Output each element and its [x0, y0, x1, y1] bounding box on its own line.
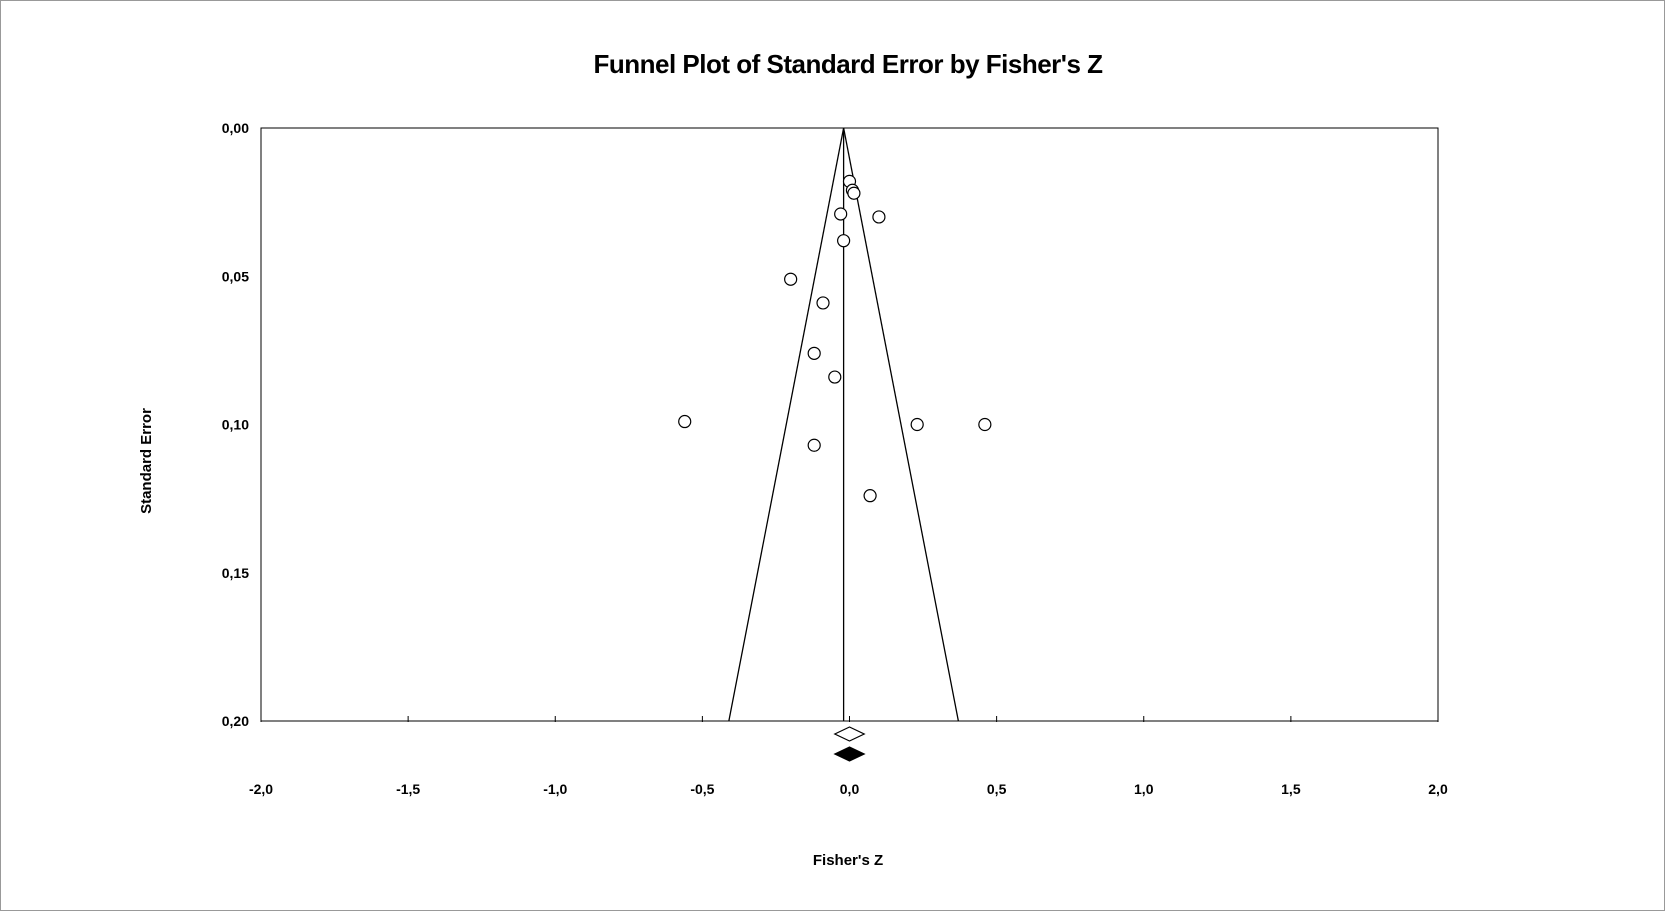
y-tick-label: 0,10	[222, 417, 249, 433]
chart-title: Funnel Plot of Standard Error by Fisher'…	[593, 49, 1103, 79]
summary-diamond-open	[833, 726, 866, 742]
x-axis-label: Fisher's Z	[813, 852, 883, 869]
data-point	[863, 489, 877, 503]
data-point	[816, 296, 830, 310]
x-tick-label: -1,0	[543, 781, 567, 797]
data-point	[784, 272, 798, 286]
x-tick-label: 0,0	[840, 781, 860, 797]
data-point	[807, 346, 821, 360]
y-tick-label: 0,20	[222, 713, 249, 729]
summary-diamond-filled	[833, 746, 866, 762]
data-point	[678, 414, 692, 429]
x-tick-label: 2,0	[1428, 781, 1448, 797]
plot-frame	[260, 127, 1439, 722]
x-tick-label: -2,0	[249, 781, 273, 797]
data-point	[978, 417, 992, 432]
x-tick-label: 1,5	[1281, 781, 1301, 797]
y-axis-label: Standard Error	[138, 408, 155, 514]
data-point	[834, 207, 848, 221]
y-tick-label: 0,05	[222, 268, 249, 284]
x-tick-label: -1,5	[396, 781, 420, 797]
data-point	[807, 438, 821, 452]
data-point	[828, 370, 842, 384]
x-tick-label: 1,0	[1134, 781, 1154, 797]
y-tick-label: 0,15	[222, 565, 249, 581]
data-point	[910, 417, 924, 432]
data-point	[847, 186, 861, 200]
y-tick-label: 0,00	[222, 120, 249, 136]
x-tick-label: -0,5	[690, 781, 714, 797]
x-tick-label: 0,5	[987, 781, 1007, 797]
data-point	[872, 210, 886, 224]
plot-area: -2,0 -1,5 -1,0 -0,5 0,0 0,5 1,0 1,5 2,0 0,00 0,05 0…	[222, 120, 1448, 797]
data-point	[837, 234, 851, 248]
funnel-left-line	[728, 127, 845, 722]
funnel-right-line	[842, 127, 960, 722]
